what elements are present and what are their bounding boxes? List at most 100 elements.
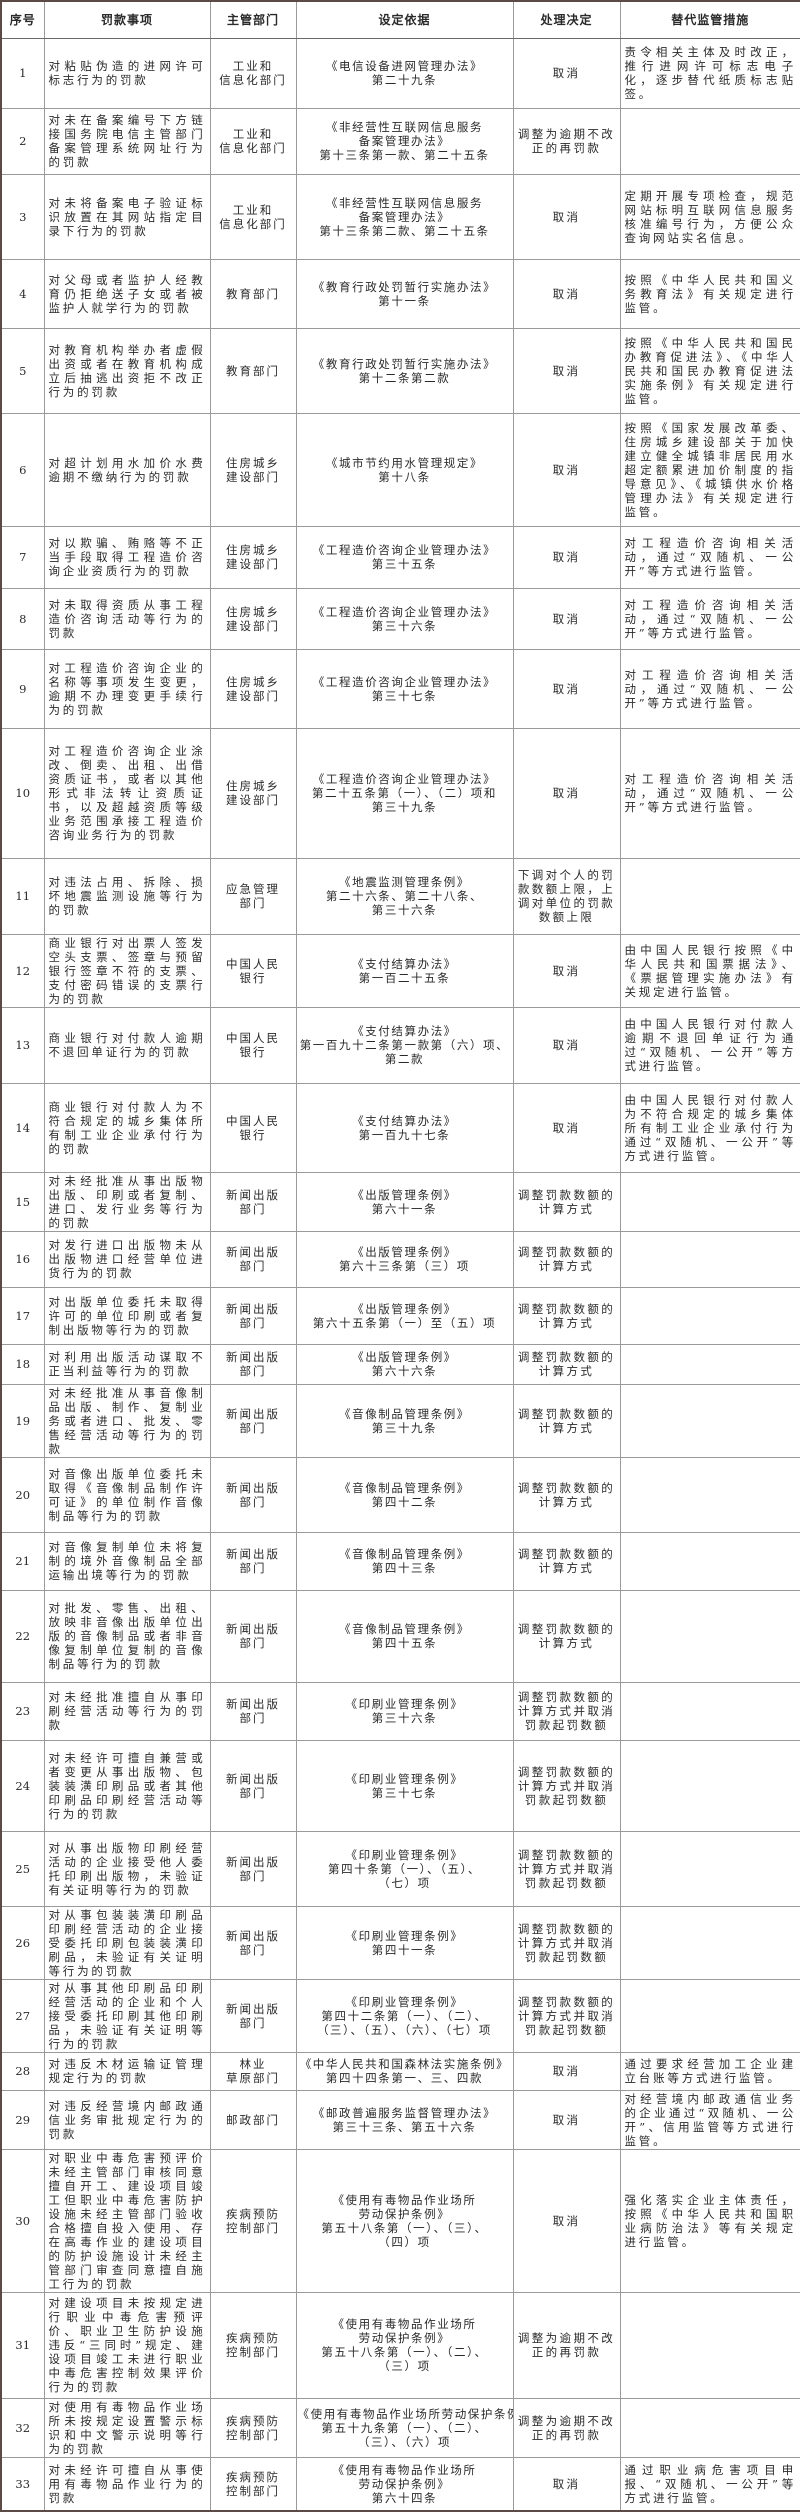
cell-dept: 住房城乡 建设部门 (209, 648, 297, 729)
cell-decision: 取消 (512, 1006, 621, 1084)
table-row: 10 对工程造价咨询企业涂改、倒卖、出租、出借资质证书，或者以其他形式非法转让资质… (0, 727, 800, 859)
cell-measure: 由中国人民银行按照《中华人民共和国票据法》、《票据管理实施办法》有关规定进行监管… (619, 933, 800, 1008)
cell-dept: 工业和 信息化部门 (209, 107, 297, 175)
cell-measure (619, 1681, 800, 1741)
table-row: 11 对违法占用、拆除、损坏地震监测设施等行为的罚款 应急管理 部门 《地震监测管理条… (0, 857, 800, 935)
cell-decision: 取消 (512, 1082, 621, 1173)
cell-dept: 新闻出版 部门 (209, 1978, 297, 2053)
table-row: 26 对从事包装装潢印刷品印刷经营活动的企业接受委托印刷包装装潢印刷品，未验证有关… (0, 1905, 800, 1980)
cell-no: 9 (0, 648, 45, 729)
cell-decision: 调整罚款数额的计算方式并取消罚款起罚数额 (512, 1681, 621, 1741)
cell-measure (619, 857, 800, 935)
cell-basis: 《使用有毒物品作业场所 劳动保护条例》 第五十八条第（一）、（三）、 （四）项 (295, 2148, 514, 2293)
cell-dept: 中国人民 银行 (209, 933, 297, 1008)
cell-measure: 通过职业病危害项目申报、“双随机、一公开”等方式进行监管。 (619, 2456, 800, 2512)
cell-measure (619, 1343, 800, 1385)
cell-decision: 调整罚款数额的计算方式 (512, 1383, 621, 1458)
cell-item: 对工程造价咨询企业的名称等事项发生变更，逾期不办理变更手续行为的罚款 (43, 648, 211, 729)
cell-no: 18 (0, 1343, 45, 1385)
cell-item: 对以欺骗、贿赂等不正当手段取得工程造价咨询企业资质行为的罚款 (43, 525, 211, 589)
table-row: 4 对父母或者监护人经教育仍拒绝送子女或者被监护人就学行为的罚款 教育部门 《教育行政… (0, 258, 800, 329)
cell-basis: 《出版管理条例》 第六十三条第（三）项 (295, 1230, 514, 1288)
table-row: 9 对工程造价咨询企业的名称等事项发生变更，逾期不办理变更手续行为的罚款 住房城乡 … (0, 648, 800, 729)
cell-basis: 《支付结算办法》 第一百二十五条 (295, 933, 514, 1008)
header-dept: 主管部门 (209, 0, 297, 39)
cell-item: 对从事出版物印刷经营活动的企业接受他人委托印刷出版物，未验证有关证明等行为的罚款 (43, 1830, 211, 1907)
table-row: 2 对未在备案编号下方链接国务院电信主管部门备案管理系统网址行为的罚款 工业和 信息… (0, 107, 800, 175)
cell-decision: 取消 (512, 327, 621, 414)
cell-dept: 新闻出版 部门 (209, 1830, 297, 1907)
cell-no: 14 (0, 1082, 45, 1173)
cell-decision: 取消 (512, 2456, 621, 2512)
cell-dept: 中国人民 银行 (209, 1006, 297, 1084)
cell-measure: 定期开展专项检查，规范网站标明互联网信息服务核准编号行为，方便公众查询网站实名信… (619, 173, 800, 260)
cell-measure: 对工程造价咨询相关活动，通过“双随机、一公开”等方式进行监管。 (619, 648, 800, 729)
cell-basis: 《城市节约用水管理规定》 第十八条 (295, 412, 514, 527)
table-row: 6 对超计划用水加价水费逾期不缴纳行为的罚款 住房城乡 建设部门 《城市节约用水管理规… (0, 412, 800, 527)
cell-basis: 《出版管理条例》 第六十一条 (295, 1171, 514, 1232)
table-row: 13 商业银行对付款人逾期不退回单证行为的罚款 中国人民 银行 《支付结算办法》 第一… (0, 1006, 800, 1084)
cell-basis: 《音像制品管理条例》 第四十三条 (295, 1531, 514, 1591)
cell-no: 31 (0, 2291, 45, 2399)
cell-measure (619, 2397, 800, 2458)
header-item: 罚款事项 (43, 0, 211, 39)
cell-no: 21 (0, 1531, 45, 1591)
header-decision: 处理决定 (512, 0, 621, 39)
cell-item: 对音像复制单位未将复制的境外音像制品全部运输出境等行为的罚款 (43, 1531, 211, 1591)
cell-dept: 新闻出版 部门 (209, 1286, 297, 1345)
table-row: 1 对粘贴伪造的进网许可标志行为的罚款 工业和 信息化部门 《电信设备进网管理办法》 … (0, 37, 800, 109)
table-row: 18 对利用出版活动谋取不正当利益等行为的罚款 新闻出版 部门 《出版管理条例》 第六… (0, 1343, 800, 1385)
cell-basis: 《电信设备进网管理办法》 第二十九条 (295, 37, 514, 109)
cell-no: 3 (0, 173, 45, 260)
cell-dept: 疾病预防 控制部门 (209, 2456, 297, 2512)
cell-item: 对从事包装装潢印刷品印刷经营活动的企业接受委托印刷包装装潢印刷品，未验证有关证明… (43, 1905, 211, 1980)
cell-measure: 对工程造价咨询相关活动，通过“双随机、一公开”等方式进行监管。 (619, 587, 800, 650)
cell-dept: 邮政部门 (209, 2089, 297, 2150)
cell-dept: 新闻出版 部门 (209, 1171, 297, 1232)
cell-basis: 《非经营性互联网信息服务 备案管理办法》 第十三条第二款、第二十五条 (295, 173, 514, 260)
table-row: 8 对未取得资质从事工程造价咨询活动等行为的罚款 住房城乡 建设部门 《工程造价咨询企… (0, 587, 800, 650)
cell-item: 对父母或者监护人经教育仍拒绝送子女或者被监护人就学行为的罚款 (43, 258, 211, 329)
cell-basis: 《支付结算办法》 第一百九十七条 (295, 1082, 514, 1173)
cell-item: 对违法占用、拆除、损坏地震监测设施等行为的罚款 (43, 857, 211, 935)
cell-item: 对粘贴伪造的进网许可标志行为的罚款 (43, 37, 211, 109)
cell-no: 8 (0, 587, 45, 650)
cell-no: 33 (0, 2456, 45, 2512)
cell-item: 商业银行对出票人签发空头支票、签章与预留银行签章不符的支票、支付密码错误的支票行… (43, 933, 211, 1008)
cell-decision: 调整罚款数额的计算方式 (512, 1456, 621, 1533)
cell-dept: 住房城乡 建设部门 (209, 727, 297, 859)
table-row: 22 对批发、零售、出租、放映非音像出版单位出版的音像制品或者非音像复制单位复制的… (0, 1589, 800, 1683)
cell-item: 对利用出版活动谋取不正当利益等行为的罚款 (43, 1343, 211, 1385)
cell-decision: 调整罚款数额的计算方式 (512, 1343, 621, 1385)
cell-basis: 《教育行政处罚暂行实施办法》 第十一条 (295, 258, 514, 329)
cell-item: 对从事其他印刷品印刷经营活动的企业和个人接受委托印刷其他印刷品，未验证有关证明等… (43, 1978, 211, 2053)
cell-dept: 教育部门 (209, 258, 297, 329)
table-row: 25 对从事出版物印刷经营活动的企业接受他人委托印刷出版物，未验证有关证明等行为的… (0, 1830, 800, 1907)
table-body: 1 对粘贴伪造的进网许可标志行为的罚款 工业和 信息化部门 《电信设备进网管理办法》 … (0, 37, 800, 2512)
cell-basis: 《工程造价咨询企业管理办法》 第三十七条 (295, 648, 514, 729)
cell-dept: 住房城乡 建设部门 (209, 412, 297, 527)
cell-no: 17 (0, 1286, 45, 1345)
cell-basis: 《音像制品管理条例》 第四十五条 (295, 1589, 514, 1683)
table-row: 3 对未将备案电子验证标识放置在其网站指定目录下行为的罚款 工业和 信息化部门 《非经… (0, 173, 800, 260)
cell-decision: 取消 (512, 37, 621, 109)
cell-dept: 新闻出版 部门 (209, 1383, 297, 1458)
table-row: 29 对违反经营境内邮政通信业务审批规定行为的罚款 邮政部门 《邮政普遍服务监督管理办… (0, 2089, 800, 2150)
cell-measure (619, 1383, 800, 1458)
cell-measure: 责令相关主体及时改正，推行进网许可标志电子化，逐步替代纸质标志贴签。 (619, 37, 800, 109)
cell-basis: 《邮政普遍服务监督管理办法》 第三十三条、第五十六条 (295, 2089, 514, 2150)
cell-dept: 新闻出版 部门 (209, 1230, 297, 1288)
table-row: 27 对从事其他印刷品印刷经营活动的企业和个人接受委托印刷其他印刷品，未验证有关证… (0, 1978, 800, 2053)
table-row: 15 对未经批准从事出版物出版、印刷或者复制、进口、发行业务等行为的罚款 新闻出版 … (0, 1171, 800, 1232)
cell-measure (619, 1531, 800, 1591)
cell-basis: 《使用有毒物品作业场所劳动保护条例》 第五十九条第（一）、（二）、 （三）、（六… (295, 2397, 514, 2458)
cell-item: 对未将备案电子验证标识放置在其网站指定目录下行为的罚款 (43, 173, 211, 260)
table-row: 28 对违反木材运输证管理规定行为的罚款 林业 草原部门 《中华人民共和国森林法实施条… (0, 2051, 800, 2091)
cell-no: 24 (0, 1739, 45, 1832)
cell-basis: 《使用有毒物品作业场所 劳动保护条例》 第六十四条 (295, 2456, 514, 2512)
cell-basis: 《出版管理条例》 第六十六条 (295, 1343, 514, 1385)
cell-decision: 调整为逾期不改正的再罚款 (512, 2291, 621, 2399)
cell-no: 29 (0, 2089, 45, 2150)
cell-dept: 新闻出版 部门 (209, 1531, 297, 1591)
cell-basis: 《印刷业管理条例》 第四十一条 (295, 1905, 514, 1980)
